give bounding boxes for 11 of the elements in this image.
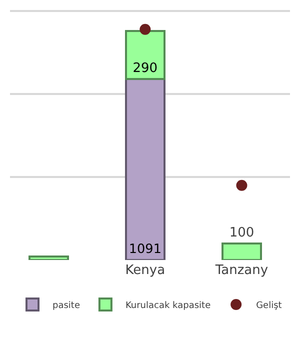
legend-label: Gelişt	[256, 301, 282, 312]
x-tick-label: Kenya	[125, 263, 166, 278]
data-label: 1091	[128, 242, 162, 258]
legend-label: Kurulacak kapasite	[125, 301, 212, 312]
data-label: 290	[132, 60, 158, 76]
bar	[28, 256, 69, 260]
x-tick-label: Tanzany	[214, 263, 268, 278]
bar	[221, 242, 262, 260]
legend-label: pasite	[52, 301, 80, 312]
bar	[124, 30, 166, 80]
data-label: 100	[229, 225, 254, 240]
